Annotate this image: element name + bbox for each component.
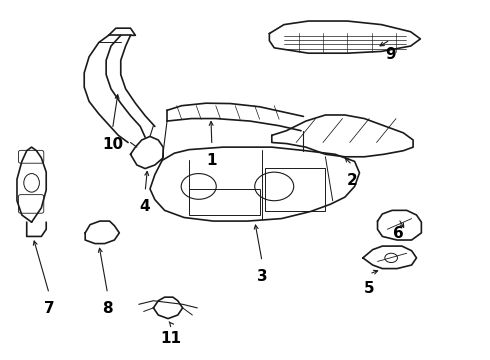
Text: 11: 11 xyxy=(160,332,181,346)
Bar xyxy=(266,168,325,211)
Text: 6: 6 xyxy=(393,226,404,241)
Text: 10: 10 xyxy=(102,137,123,152)
Text: 4: 4 xyxy=(140,199,150,214)
Bar xyxy=(189,189,260,215)
Text: 9: 9 xyxy=(385,48,395,63)
Text: 8: 8 xyxy=(102,301,113,316)
Text: 7: 7 xyxy=(44,301,54,316)
Text: 3: 3 xyxy=(257,269,268,284)
Text: 1: 1 xyxy=(207,153,217,168)
Text: 5: 5 xyxy=(364,282,374,296)
Text: 2: 2 xyxy=(347,172,358,188)
